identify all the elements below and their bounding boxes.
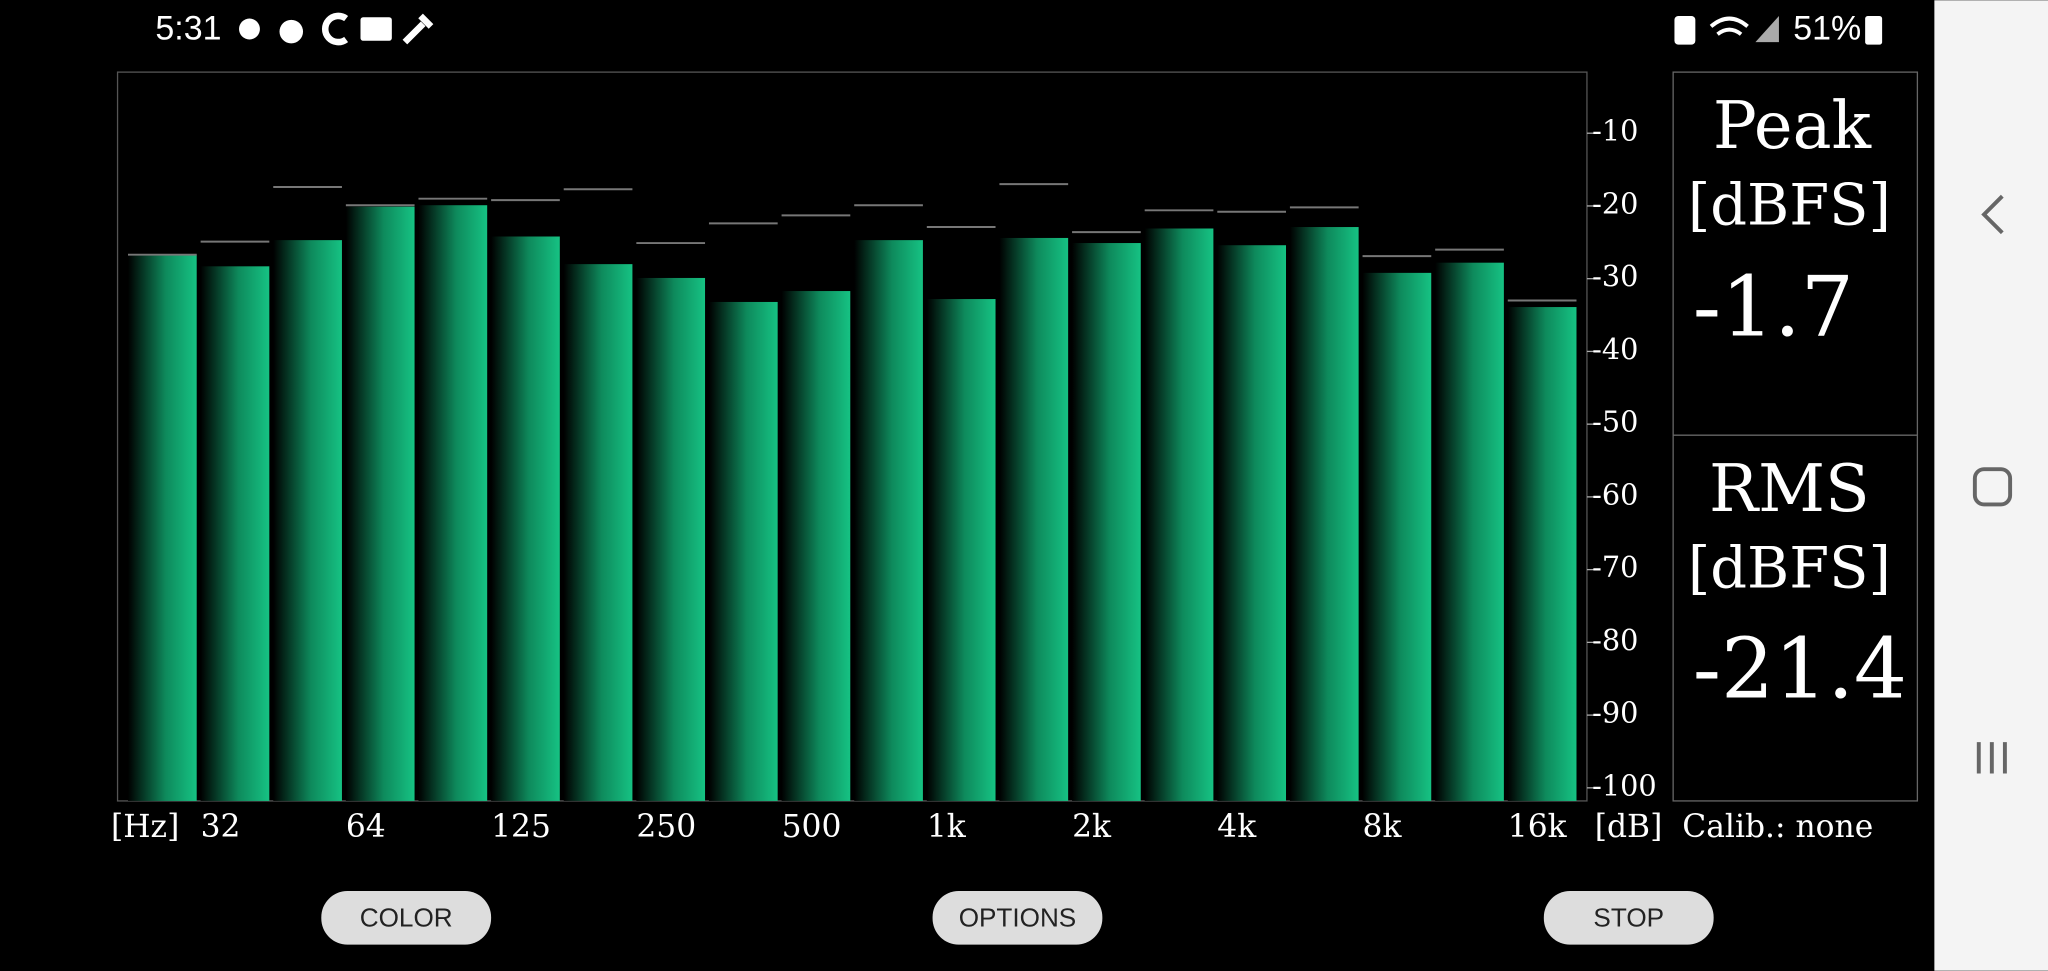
status-time: 5:31 (155, 9, 221, 47)
bar (1435, 262, 1504, 801)
rms-unit: [dBFS] (1688, 534, 1891, 601)
bar (1072, 243, 1141, 801)
y-tick-label: -40 (1592, 332, 1638, 366)
button[interactable]: OPTIONS (932, 891, 1103, 945)
bar (1507, 307, 1577, 801)
rms-title: RMS (1709, 451, 1870, 527)
y-tick-label: -20 (1592, 186, 1638, 220)
bar (1217, 245, 1287, 801)
bar (854, 240, 923, 801)
x-tick-label: 8k (1363, 809, 1403, 845)
bar (708, 301, 778, 801)
bar (1362, 272, 1432, 801)
x-tick-label: 500 (782, 809, 842, 845)
bar (491, 236, 560, 801)
bar (418, 205, 488, 801)
nav-home[interactable] (1972, 467, 2013, 507)
x-tick-label: 2k (1072, 809, 1112, 845)
button-bg[interactable] (932, 891, 1103, 945)
y-tick-label: -30 (1592, 259, 1638, 293)
button[interactable]: COLOR (321, 891, 492, 945)
y-tick-label: -70 (1592, 550, 1638, 584)
plot: -10 -20 -30 -40 -50 -60 -70 -80 -90 -100 32 64 125 25… (127, 114, 1657, 845)
button-label[interactable]: COLOR (360, 903, 453, 933)
peak-title: Peak (1713, 88, 1873, 164)
bar (636, 277, 706, 801)
y-tick-label: -60 (1592, 477, 1638, 511)
bar (200, 266, 270, 801)
x-tick-label: 64 (346, 809, 386, 845)
nav-recent[interactable] (1976, 742, 2007, 774)
bar (273, 240, 342, 801)
y-tick-label: -80 (1592, 623, 1638, 657)
button-bg[interactable] (321, 891, 492, 945)
bar (926, 299, 996, 801)
peak-unit: [dBFS] (1688, 171, 1891, 238)
bar (563, 264, 633, 801)
status-icons (239, 12, 1883, 46)
button[interactable]: STOP (1543, 891, 1714, 945)
x-tick-label: 16k (1508, 809, 1568, 845)
bar (345, 206, 415, 801)
bar (1144, 228, 1214, 801)
nav-back[interactable] (1981, 194, 2004, 235)
x-tick-label: 250 (636, 809, 696, 845)
y-tick-label: -100 (1592, 768, 1657, 802)
y-axis-label: [dB] (1595, 809, 1663, 845)
peak-value: -1.7 (1693, 258, 1854, 356)
x-tick-label: 32 (201, 809, 241, 845)
x-tick-label: 4k (1217, 809, 1257, 845)
bar (1289, 227, 1359, 801)
nav-bar (1934, 0, 2048, 971)
x-tick-label: 1k (927, 809, 967, 845)
y-tick-label: -50 (1592, 405, 1638, 439)
bar (999, 237, 1069, 801)
button-label[interactable]: OPTIONS (959, 903, 1077, 933)
bar (781, 291, 851, 801)
battery-level: 51% (1793, 9, 1861, 47)
plot-frame (116, 71, 1588, 802)
calibration: Calib.: none (1682, 809, 1873, 845)
x-axis-label: [Hz] (111, 809, 179, 845)
x-tick-label: 125 (491, 809, 551, 845)
button-label[interactable]: STOP (1593, 903, 1664, 933)
level-panel (1672, 71, 1919, 802)
y-tick-label: -10 (1592, 114, 1638, 148)
y-tick-label: -90 (1592, 696, 1638, 730)
button-bg[interactable] (1543, 891, 1714, 945)
bar (128, 254, 197, 801)
rms-value: -21.4 (1693, 620, 1907, 718)
